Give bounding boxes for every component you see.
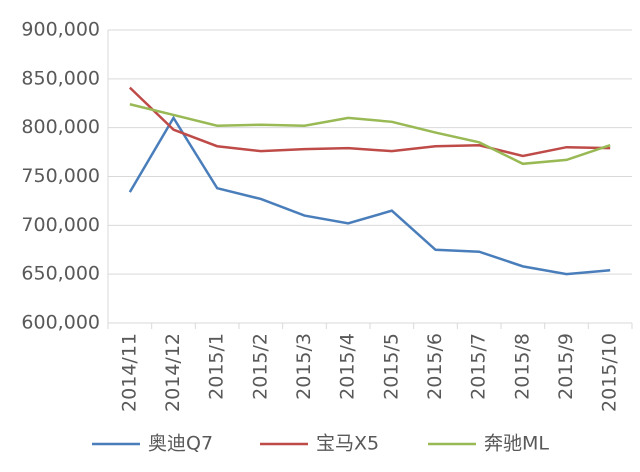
y-tick-label: 750,000 <box>21 165 100 187</box>
series-line <box>128 115 611 276</box>
x-tick-label: 2015/6 <box>424 333 446 400</box>
x-tick-label: 2014/12 <box>162 333 184 412</box>
x-tick-label: 2015/2 <box>249 333 271 400</box>
y-tick-label: 700,000 <box>21 214 100 236</box>
x-tick-label: 2014/11 <box>118 333 140 412</box>
x-tick-label: 2015/4 <box>337 333 359 400</box>
x-tick-label: 2015/8 <box>511 333 533 400</box>
x-tick-label: 2015/3 <box>293 333 315 400</box>
y-tick-label: 900,000 <box>21 19 100 41</box>
x-tick-label: 2015/1 <box>206 333 228 400</box>
legend-label: 宝马X5 <box>316 433 379 455</box>
x-tick-label: 2015/10 <box>599 333 621 412</box>
y-tick-label: 650,000 <box>21 263 100 285</box>
y-tick-label: 600,000 <box>21 312 100 334</box>
legend-label: 奔驰ML <box>484 433 549 455</box>
legend-label: 奥迪Q7 <box>148 433 213 455</box>
x-tick-label: 2015/9 <box>555 333 577 400</box>
series-line <box>128 86 611 158</box>
y-tick-label: 850,000 <box>21 67 100 89</box>
series-line <box>129 103 611 166</box>
x-tick-label: 2015/7 <box>468 333 490 400</box>
y-tick-label: 800,000 <box>21 116 100 138</box>
x-tick-label: 2015/5 <box>380 333 402 400</box>
